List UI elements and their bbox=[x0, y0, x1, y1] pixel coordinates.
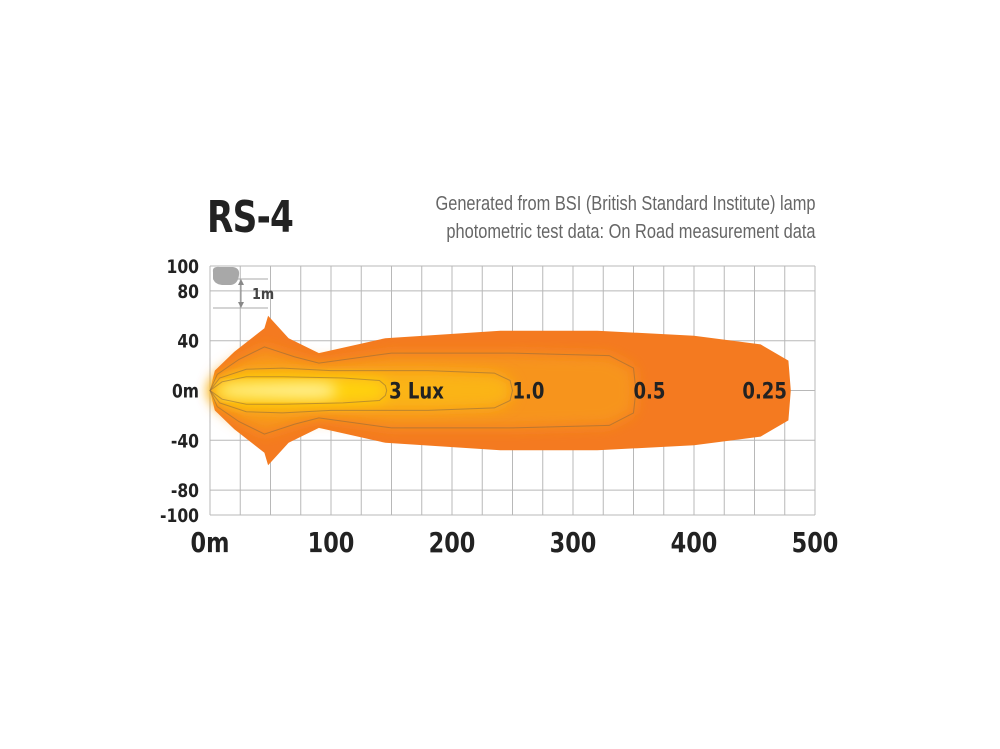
x-tick-label: 500 bbox=[792, 525, 839, 558]
isolux-label: 1.0 bbox=[513, 378, 545, 404]
isolux-label: 3 Lux bbox=[389, 378, 444, 404]
y-tick-label: 100 bbox=[166, 257, 199, 279]
isolux-labels: 3 Lux 1.0 0.5 0.25 bbox=[389, 378, 787, 404]
y-tick-label: 40 bbox=[177, 331, 199, 353]
beam-pattern bbox=[210, 315, 791, 466]
isolux-outline-0-5 bbox=[209, 346, 637, 435]
x-tick-label: 300 bbox=[550, 525, 597, 558]
isolux-region-core bbox=[214, 383, 338, 398]
isolux-outline-3 bbox=[209, 376, 388, 405]
isolux-label: 0.25 bbox=[742, 378, 786, 404]
y-tick-label: 80 bbox=[177, 281, 199, 303]
scale-arrow-down-icon bbox=[238, 302, 244, 308]
y-tick-label: -40 bbox=[171, 431, 199, 453]
x-tick-label: 100 bbox=[308, 525, 355, 558]
scale-indicator: 1m bbox=[212, 266, 274, 309]
chart-title: RS-4 bbox=[207, 192, 294, 243]
isolux-label: 0.5 bbox=[634, 378, 666, 404]
isolux-outlines bbox=[209, 346, 637, 435]
subtitle-line-2: photometric test data: On Road measureme… bbox=[446, 221, 816, 243]
scale-arrow-up-icon bbox=[238, 279, 244, 285]
person-head-icon bbox=[212, 266, 240, 285]
isolux-outline-1-0 bbox=[209, 367, 514, 414]
y-tick-label: -80 bbox=[171, 481, 199, 503]
y-tick-label: 0m bbox=[172, 381, 199, 403]
x-tick-label: 200 bbox=[429, 525, 476, 558]
x-tick-label: 400 bbox=[671, 525, 718, 558]
chart-subtitle: Generated from BSI (British Standard Ins… bbox=[436, 190, 816, 246]
y-tick-label: -100 bbox=[160, 506, 199, 528]
scale-label: 1m bbox=[252, 286, 274, 303]
subtitle-line-1: Generated from BSI (British Standard Ins… bbox=[435, 193, 816, 215]
x-tick-label: 0m bbox=[191, 525, 230, 558]
